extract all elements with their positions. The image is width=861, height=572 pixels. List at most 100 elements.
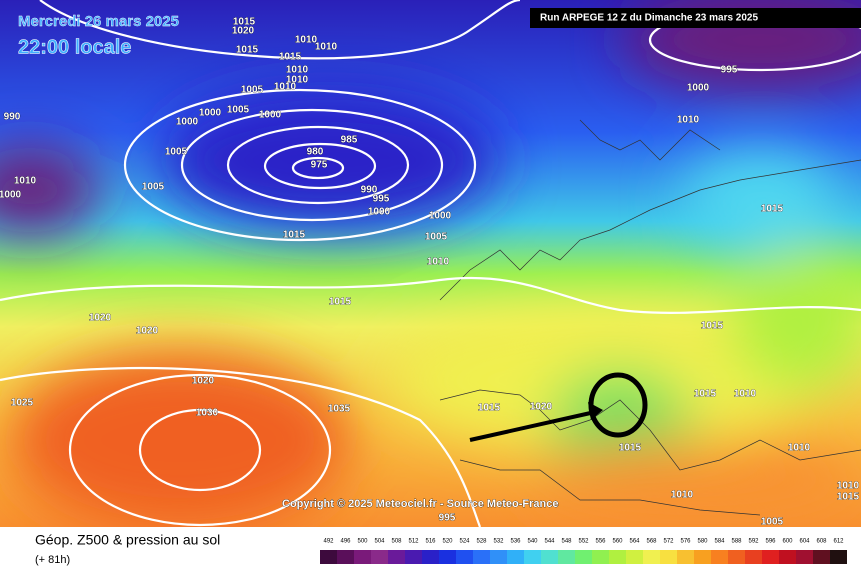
- colorbar-label: 524: [459, 539, 470, 545]
- colorbar-swatch: [490, 550, 507, 564]
- forecast-date: Mercredi 26 mars 2025: [18, 13, 179, 30]
- isobar-label: 995: [721, 65, 738, 76]
- isobar-label: 1015: [279, 52, 302, 63]
- isobar-label: 1015: [837, 492, 860, 503]
- colorbar-swatch: [592, 550, 609, 564]
- isobar-label: 995: [439, 513, 456, 524]
- colorbar-swatch: [677, 550, 694, 564]
- colorbar-label: 604: [799, 539, 810, 545]
- colorbar-label: 612: [833, 539, 844, 545]
- colorbar-label: 512: [408, 539, 419, 545]
- colorbar-swatch: [405, 550, 422, 564]
- colorbar-label: 580: [697, 539, 708, 545]
- isobar-label: 1010: [286, 65, 309, 76]
- isobar-label: 1010: [427, 257, 450, 268]
- isobar-label: 1020: [530, 402, 553, 413]
- colorbar-swatch: [796, 550, 813, 564]
- isobar-label: 1010: [295, 35, 318, 46]
- colorbar-swatch: [728, 550, 745, 564]
- isobar-label: 1010: [671, 490, 694, 501]
- colorbar-label: 544: [544, 539, 555, 545]
- isobar-label: 1010: [788, 443, 811, 454]
- colorbar-label: 496: [340, 539, 351, 545]
- isobar-label: 1010: [677, 115, 700, 126]
- colorbar-swatch: [422, 550, 439, 564]
- isobar-label: 1020: [192, 376, 215, 387]
- copyright: Copyright © 2025 Meteociel.fr - Source M…: [282, 498, 558, 510]
- colorbar-label: 536: [510, 539, 521, 545]
- isobar-label: 1015: [694, 389, 717, 400]
- forecast-time: 22:00 locale: [18, 36, 131, 58]
- isobar-label: 1035: [328, 404, 351, 415]
- colorbar-label: 500: [357, 539, 368, 545]
- isobar-label: 1015: [236, 45, 259, 56]
- colorbar-swatch: [354, 550, 371, 564]
- isobar-label: 1015: [619, 443, 642, 454]
- isobar-label: 1000: [429, 211, 452, 222]
- field: [0, 0, 861, 530]
- colorbar-swatch: [660, 550, 677, 564]
- isobar-label: 990: [4, 112, 21, 123]
- isobar-label: 1005: [142, 182, 165, 193]
- colorbar-label: 556: [595, 539, 606, 545]
- isobar-label: 1000: [259, 110, 282, 121]
- colorbar-swatch: [830, 550, 847, 564]
- isobar-label: 1015: [761, 204, 784, 215]
- isobar-label: 1005: [761, 517, 784, 528]
- isobar-label: 1000: [176, 117, 199, 128]
- isobar-label: 1020: [232, 26, 255, 37]
- colorbar-swatch: [439, 550, 456, 564]
- colorbar-swatch: [813, 550, 830, 564]
- isobar-label: 1020: [136, 326, 159, 337]
- isobar-label: 1010: [734, 389, 757, 400]
- colorbar-label: 596: [765, 539, 776, 545]
- colorbar-label: 492: [323, 539, 334, 545]
- isobar-label: 980: [307, 147, 324, 158]
- colorbar-swatch: [320, 550, 337, 564]
- isobar-label: 1015: [478, 403, 501, 414]
- run-box: [530, 8, 861, 28]
- colorbar-swatch: [609, 550, 626, 564]
- colorbar-label: 504: [374, 539, 385, 545]
- isobar-label: 1005: [227, 105, 250, 116]
- colorbar-swatch: [371, 550, 388, 564]
- colorbar-label: 564: [629, 539, 640, 545]
- colorbar-swatch: [762, 550, 779, 564]
- isobar-label: 1010: [274, 82, 297, 93]
- isobar-label: 990: [361, 185, 378, 196]
- isobar-label: 1010: [315, 42, 338, 53]
- colorbar-swatch: [643, 550, 660, 564]
- colorbar-label: 608: [816, 539, 827, 545]
- isobar-label: 1005: [165, 147, 188, 158]
- colorbar-label: 568: [646, 539, 657, 545]
- colorbar-swatch: [524, 550, 541, 564]
- colorbar-swatch: [473, 550, 490, 564]
- colorbar-label: 548: [561, 539, 572, 545]
- isobar-label: 1025: [11, 398, 34, 409]
- isobar-label: 995: [373, 194, 390, 205]
- colorbar-label: 584: [714, 539, 725, 545]
- colorbar-swatch: [745, 550, 762, 564]
- colorbar-label: 576: [680, 539, 691, 545]
- colorbar-label: 600: [782, 539, 793, 545]
- isobar-label: 1020: [89, 313, 112, 324]
- colorbar-label: 528: [476, 539, 487, 545]
- isobar-label: 1000: [687, 83, 710, 94]
- colorbar-swatch: [541, 550, 558, 564]
- colorbar-swatch: [388, 550, 405, 564]
- colorbar-swatch: [779, 550, 796, 564]
- annotation: [469, 372, 648, 442]
- colorbar-swatch: [507, 550, 524, 564]
- colorbar-label: 572: [663, 539, 674, 545]
- colorbar-swatch: [456, 550, 473, 564]
- isobar-label: 1010: [286, 75, 309, 86]
- isobars: [0, 0, 861, 527]
- isobar-label: 1005: [425, 232, 448, 243]
- isobar-label: 975: [311, 160, 328, 171]
- run-info: Run ARPEGE 12 Z du Dimanche 23 mars 2025: [540, 13, 758, 24]
- legend-title: Géop. Z500 & pression au sol: [35, 532, 220, 548]
- colorbar: 492 496 500 504 508 512 516 520 524 528 532 536 540 5…: [320, 539, 847, 564]
- isobar-label: 1015: [329, 297, 352, 308]
- isobar-label: 1010: [837, 481, 860, 492]
